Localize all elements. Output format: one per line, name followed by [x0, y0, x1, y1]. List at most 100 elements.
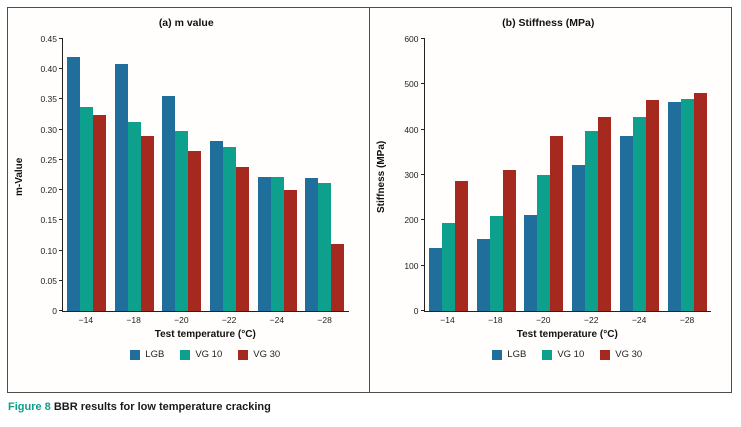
legend-swatch	[542, 349, 553, 360]
x-axis-title: Test temperature (°C)	[516, 329, 618, 340]
x-tick-label: −28	[317, 315, 332, 325]
plot-area: 0 100 200 300 400 500 600	[404, 34, 712, 316]
bar-group	[616, 39, 664, 311]
x-tick-label: −18	[488, 315, 503, 325]
bar-group	[63, 39, 111, 311]
chart-body: Stiffness (MPa) 0 100 200 300 400 500 600 −14−…	[376, 34, 722, 388]
x-tick-label: −20	[536, 315, 551, 325]
legend-item: VG 10	[542, 349, 584, 360]
bar	[257, 176, 271, 311]
x-tick-label: −14	[440, 315, 455, 325]
bar	[572, 165, 586, 311]
legend-item: VG 10	[180, 349, 222, 360]
x-axis-title: Test temperature (°C)	[154, 329, 256, 340]
bar	[537, 175, 551, 311]
y-tick-mark	[59, 128, 63, 130]
legend-swatch	[600, 349, 611, 360]
y-tick-label: 300	[404, 170, 419, 180]
y-tick-label: 600	[404, 34, 419, 44]
x-tick-labels: −14 −18 −20 −22 −24 −28	[424, 312, 712, 325]
y-tick-label: 0.10	[40, 245, 57, 256]
y-tick-mark	[59, 310, 63, 311]
y-tick-mark	[59, 189, 63, 191]
y-tick-mark	[420, 174, 425, 175]
bar	[667, 102, 681, 311]
x-tick-label: −20	[174, 315, 189, 325]
bar-group	[425, 39, 473, 311]
x-tick-label: −22	[221, 315, 237, 325]
bar	[80, 106, 94, 311]
bar-group	[663, 39, 711, 311]
chart-body: m-Value 0 0.05 0.10 0.15 0.20 0.25 0.30 0.35 0.4…	[14, 34, 359, 388]
legend-swatch	[130, 349, 141, 360]
bar	[305, 178, 319, 311]
bar-group	[253, 39, 301, 311]
legend: LGB VG 10 VG 30	[52, 340, 359, 360]
legend: LGB VG 10 VG 30	[414, 340, 722, 360]
y-tick-mark	[59, 158, 63, 160]
y-tick-mark	[59, 98, 63, 100]
chart-panel-stiffness: (b) Stiffness (MPa) Stiffness (MPa) 0 100…	[370, 8, 732, 392]
legend-label: VG 30	[253, 349, 281, 360]
y-tick-mark	[420, 128, 425, 130]
x-tick-labels: −14 −18 −20 −22 −24 −28	[62, 312, 349, 325]
x-tick-label: −14	[78, 315, 94, 325]
bar	[236, 166, 250, 311]
y-tick-label: 0.35	[40, 94, 57, 105]
bar	[127, 122, 141, 311]
y-tick-mark	[420, 310, 425, 311]
bars-layer	[63, 39, 349, 311]
bar	[585, 130, 599, 311]
bar	[680, 98, 694, 311]
bar	[331, 243, 345, 311]
legend-label: VG 30	[615, 349, 643, 360]
bar	[318, 183, 332, 311]
y-tick-label: 0.05	[40, 275, 57, 286]
bar	[489, 216, 503, 311]
bar	[210, 141, 224, 311]
chart-title: (b) Stiffness (MPa)	[502, 17, 595, 29]
bar	[140, 135, 154, 311]
x-tick-label: −28	[679, 315, 695, 325]
y-tick-mark	[420, 38, 425, 39]
y-tick-label: 500	[404, 79, 419, 90]
bars-layer	[425, 39, 712, 311]
bar	[524, 214, 538, 311]
bar	[693, 92, 707, 311]
y-tick-label: 0.40	[40, 64, 57, 75]
bar-group	[158, 39, 206, 311]
bar	[93, 114, 107, 311]
bar	[162, 95, 176, 311]
bar	[270, 176, 284, 311]
y-tick-label: 100	[404, 260, 419, 271]
legend-item: LGB	[130, 349, 164, 360]
plot-column: 0 100 200 300 400 500 600 −14 −18 −20 −22 −24 −28 T…	[390, 34, 722, 388]
y-tick-mark	[59, 219, 63, 221]
bar	[645, 99, 659, 311]
legend-label: VG 10	[557, 349, 585, 360]
bar	[188, 151, 202, 311]
x-tick-label: −24	[631, 315, 647, 325]
y-tick-label: 0.15	[40, 215, 57, 226]
bar	[283, 190, 297, 311]
y-tick-label: 0.30	[40, 124, 57, 135]
bar	[619, 136, 633, 311]
figure-caption-label: Figure 8	[8, 401, 51, 413]
legend-swatch	[238, 349, 249, 360]
y-tick-label: 0.45	[40, 34, 57, 44]
bar	[632, 116, 646, 311]
bar	[550, 136, 564, 311]
legend-label: LGB	[145, 349, 165, 360]
legend-item: VG 30	[600, 349, 642, 360]
figure-caption-text: BBR results for low temperature cracking	[50, 401, 271, 413]
y-tick-label: 0.20	[40, 185, 57, 196]
bar	[428, 248, 442, 311]
plot-column: 0 0.05 0.10 0.15 0.20 0.25 0.30 0.35 0.40 0.45 −1…	[28, 34, 359, 388]
x-tick-label: −18	[126, 315, 141, 325]
figure-caption: Figure 8 BBR results for low temperature…	[8, 401, 271, 413]
x-tick-label: −24	[269, 315, 285, 325]
y-tick-label: 400	[404, 124, 419, 135]
bar	[454, 181, 468, 311]
legend-label: VG 10	[195, 349, 223, 360]
